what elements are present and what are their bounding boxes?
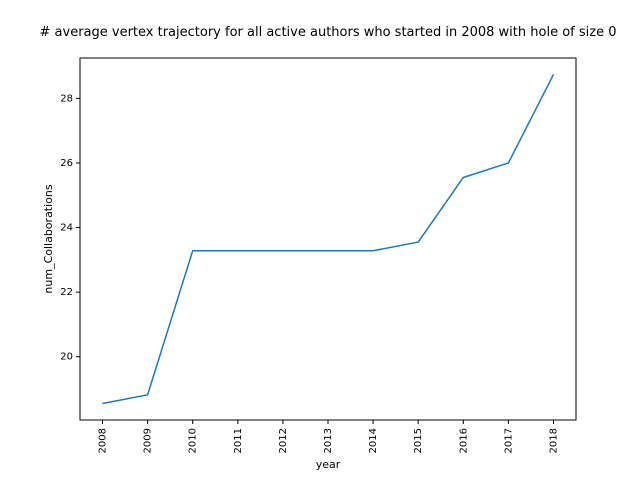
x-tick-label: 2018 bbox=[549, 428, 560, 453]
x-tick-label: 2010 bbox=[188, 428, 199, 453]
x-tick-label: 2017 bbox=[503, 428, 514, 453]
plot-frame bbox=[79, 57, 577, 421]
x-tick-label: 2012 bbox=[278, 428, 289, 453]
series-line bbox=[102, 74, 555, 405]
y-axis-label: num_Collaborations bbox=[42, 184, 55, 293]
x-tick-label: 2013 bbox=[323, 428, 334, 453]
y-tick-label: 26 bbox=[60, 158, 73, 169]
x-axis-label: year bbox=[316, 458, 341, 471]
y-tick-label: 22 bbox=[60, 287, 73, 298]
x-tick-label: 2014 bbox=[368, 428, 379, 453]
x-tick-label: 2016 bbox=[458, 428, 469, 453]
x-tick-label: 2015 bbox=[413, 428, 424, 453]
plot-area bbox=[102, 74, 555, 405]
y-tick-label: 28 bbox=[60, 93, 73, 104]
x-tick-label: 2011 bbox=[233, 428, 244, 453]
chart-title: # average vertex trajectory for all acti… bbox=[40, 25, 617, 40]
x-tick-label: 2008 bbox=[98, 428, 109, 453]
y-tick-label: 24 bbox=[60, 223, 73, 234]
x-tick-label: 2009 bbox=[143, 428, 154, 453]
y-tick-label: 20 bbox=[60, 352, 73, 363]
